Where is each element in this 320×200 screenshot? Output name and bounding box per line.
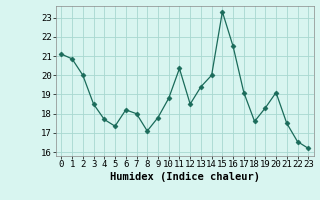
X-axis label: Humidex (Indice chaleur): Humidex (Indice chaleur): [110, 172, 260, 182]
